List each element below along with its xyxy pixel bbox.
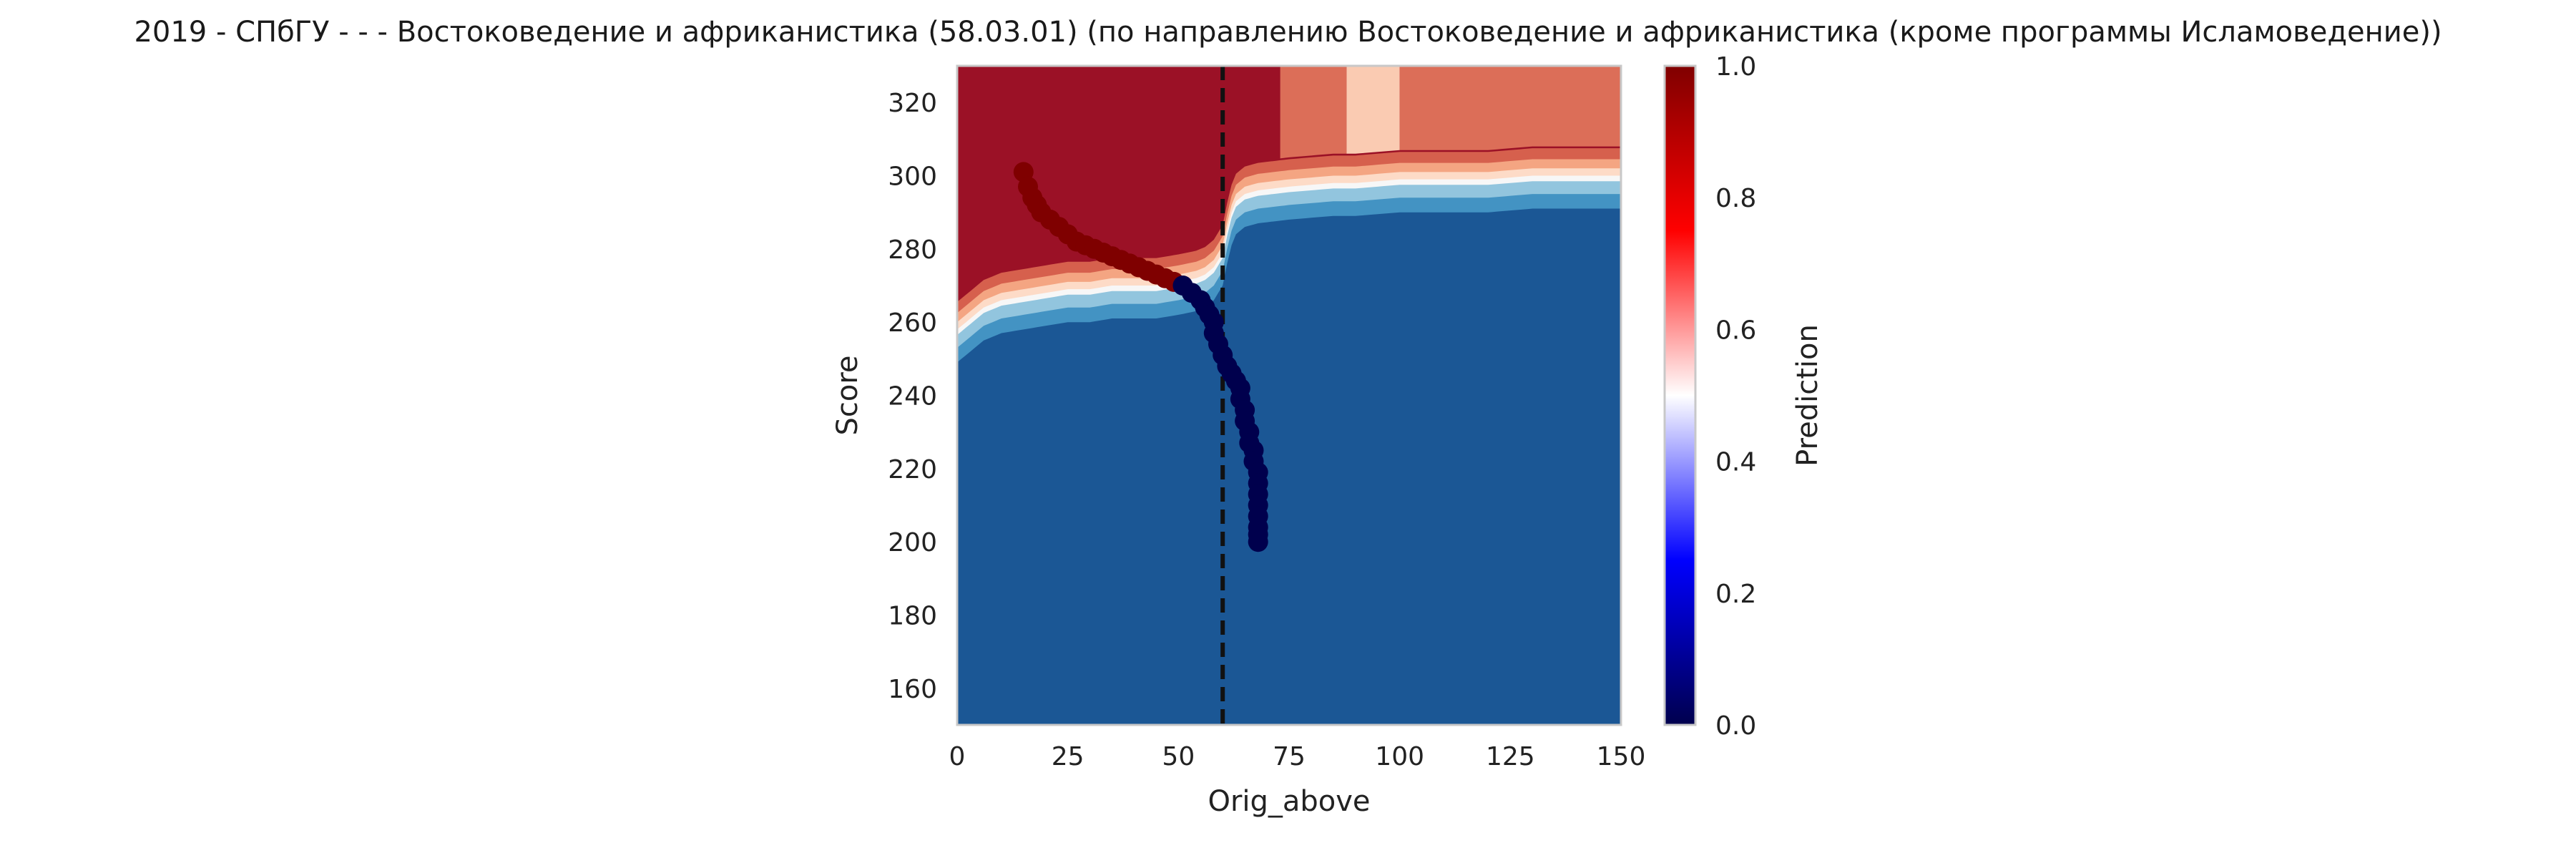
colorbar-tick-label: 0.0 [1715, 711, 1756, 741]
y-tick-label: 220 [888, 455, 937, 484]
y-tick-label: 160 [888, 675, 937, 704]
x-tick-label: 125 [1486, 742, 1535, 771]
x-tick-label: 0 [949, 742, 966, 771]
x-tick-label: 75 [1273, 742, 1306, 771]
colorbar-tick-label: 0.8 [1715, 184, 1756, 213]
contour-plot [956, 64, 1622, 726]
colorbar: 0.0 0.2 0.4 0.6 0.8 1.0 Prediction [1663, 52, 1824, 741]
x-tick-label: 25 [1052, 742, 1084, 771]
y-tick-label: 180 [888, 602, 937, 631]
chart-title: 2019 - СПбГУ - - - Востоковедение и афри… [134, 16, 2442, 49]
colorbar-tick-label: 1.0 [1715, 52, 1756, 82]
y-tick-label: 240 [888, 382, 937, 411]
contour-band-upper-0 [1280, 66, 1347, 159]
colorbar-tick-label: 0.6 [1715, 316, 1756, 345]
x-axis-label: Orig_above [1208, 785, 1370, 818]
colorbar-tick-label: 0.4 [1715, 448, 1756, 477]
axes: 0 25 50 75 100 125 150 160 180 200 220 240 260 280 300… [831, 89, 1645, 818]
y-tick-label: 200 [888, 528, 937, 557]
scatter-point [1248, 532, 1268, 552]
colorbar-bar [1663, 64, 1697, 726]
colorbar-tick-label: 0.2 [1715, 580, 1756, 609]
x-tick-label: 100 [1375, 742, 1424, 771]
x-tick-label: 50 [1162, 742, 1195, 771]
scatter-series [1013, 162, 1268, 552]
contour-band-upper-2 [1399, 66, 1621, 150]
plot-frame [956, 64, 1622, 726]
y-tick-label: 260 [888, 308, 937, 338]
y-tick-label: 300 [888, 162, 937, 192]
x-tick-label: 150 [1597, 742, 1646, 771]
y-tick-label: 280 [888, 235, 937, 265]
y-axis-label: Score [831, 355, 864, 435]
y-tick-label: 320 [888, 89, 937, 118]
contour-band-upper-1 [1346, 66, 1400, 154]
colorbar-label: Prediction [1791, 324, 1824, 467]
